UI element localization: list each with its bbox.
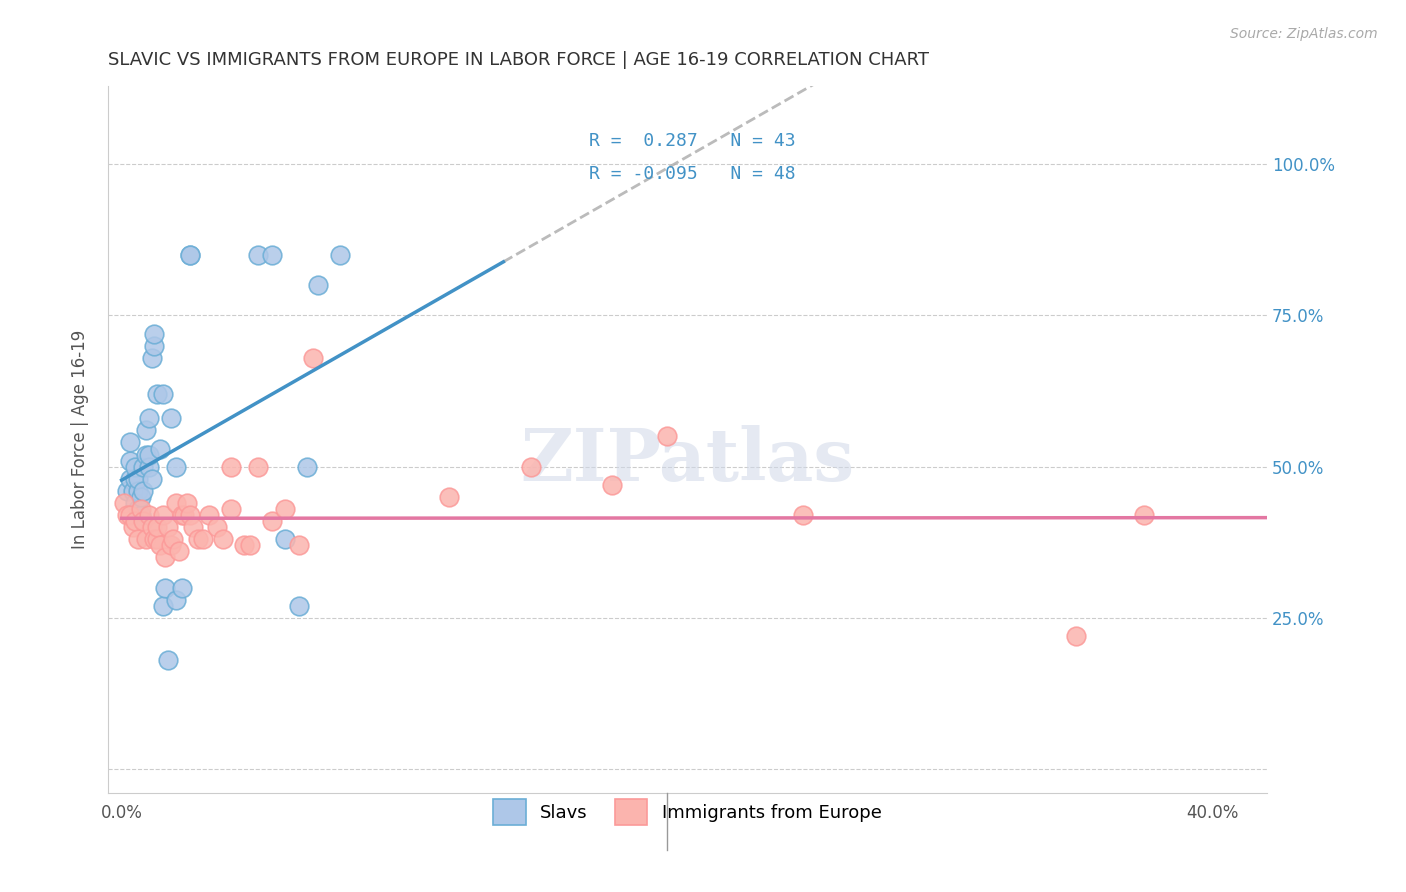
Point <box>118 508 141 522</box>
Point <box>274 533 297 547</box>
Point <box>239 538 262 552</box>
Point <box>129 508 152 522</box>
Point <box>1133 508 1156 522</box>
Point <box>602 478 624 492</box>
Point <box>127 472 149 486</box>
Point <box>135 448 157 462</box>
Point <box>138 448 160 462</box>
Point <box>132 514 155 528</box>
Text: ZIPatlas: ZIPatlas <box>520 425 855 496</box>
Point <box>246 248 269 262</box>
Point <box>127 483 149 498</box>
Y-axis label: In Labor Force | Age 16-19: In Labor Force | Age 16-19 <box>72 330 89 549</box>
Point <box>118 472 141 486</box>
Point <box>181 520 204 534</box>
Point <box>211 533 233 547</box>
Point <box>288 538 311 552</box>
Point <box>179 248 201 262</box>
Point <box>167 544 190 558</box>
Text: SLAVIC VS IMMIGRANTS FROM EUROPE IN LABOR FORCE | AGE 16-19 CORRELATION CHART: SLAVIC VS IMMIGRANTS FROM EUROPE IN LABO… <box>108 51 929 69</box>
Point <box>193 533 215 547</box>
Point <box>149 442 172 456</box>
Point <box>152 508 174 522</box>
Point <box>519 459 541 474</box>
Legend: Slavs, Immigrants from Europe: Slavs, Immigrants from Europe <box>484 790 891 834</box>
Point <box>138 508 160 522</box>
Point <box>132 483 155 498</box>
Point <box>792 508 814 522</box>
Point <box>246 459 269 474</box>
Point <box>288 599 311 613</box>
Point <box>187 533 209 547</box>
Point <box>170 508 193 522</box>
Point <box>165 459 187 474</box>
Point <box>129 490 152 504</box>
Point <box>198 508 221 522</box>
Point <box>152 387 174 401</box>
Point <box>141 351 163 365</box>
Point <box>149 538 172 552</box>
Point <box>141 520 163 534</box>
Point <box>159 411 181 425</box>
Point <box>152 599 174 613</box>
Point <box>129 502 152 516</box>
Point <box>219 502 242 516</box>
Point <box>173 508 195 522</box>
Point <box>112 496 135 510</box>
Point <box>301 351 323 365</box>
Point <box>143 533 166 547</box>
Point <box>162 533 184 547</box>
Point <box>170 581 193 595</box>
Point <box>159 538 181 552</box>
Point <box>146 533 169 547</box>
Point <box>118 435 141 450</box>
Point <box>124 472 146 486</box>
Point <box>179 508 201 522</box>
Point <box>437 490 460 504</box>
Point <box>118 453 141 467</box>
Point <box>165 592 187 607</box>
Point <box>655 429 678 443</box>
Point <box>143 326 166 341</box>
Point <box>143 339 166 353</box>
Point <box>121 520 143 534</box>
Text: Source: ZipAtlas.com: Source: ZipAtlas.com <box>1230 27 1378 41</box>
Point <box>260 514 283 528</box>
Point <box>155 581 177 595</box>
Point <box>156 653 179 667</box>
Point <box>329 248 352 262</box>
Point <box>138 459 160 474</box>
Point <box>135 533 157 547</box>
Point <box>205 520 228 534</box>
Point <box>124 459 146 474</box>
Point <box>165 496 187 510</box>
Point <box>274 502 297 516</box>
Point <box>260 248 283 262</box>
Point <box>156 520 179 534</box>
Point <box>295 459 318 474</box>
Point <box>141 472 163 486</box>
Point <box>132 459 155 474</box>
Point <box>135 423 157 437</box>
Text: R =  0.287   N = 43: R = 0.287 N = 43 <box>589 132 796 150</box>
Point <box>176 496 198 510</box>
Point <box>1064 629 1087 643</box>
Point <box>124 496 146 510</box>
Point <box>121 483 143 498</box>
Point <box>115 483 138 498</box>
Point <box>219 459 242 474</box>
Point <box>179 248 201 262</box>
Point <box>115 508 138 522</box>
Point <box>127 502 149 516</box>
Point <box>127 533 149 547</box>
Point <box>155 550 177 565</box>
Point <box>138 411 160 425</box>
Point <box>233 538 256 552</box>
Point <box>146 387 169 401</box>
Point <box>307 278 329 293</box>
Point <box>124 514 146 528</box>
Point <box>146 520 169 534</box>
Text: R = -0.095   N = 48: R = -0.095 N = 48 <box>589 165 796 183</box>
